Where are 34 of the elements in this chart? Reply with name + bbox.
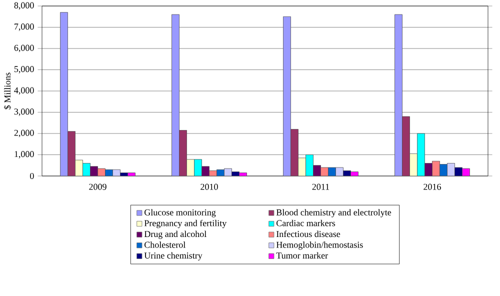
bar (410, 153, 418, 176)
legend-label: Urine chemistry (144, 252, 202, 260)
y-tick-label: 7,000 (14, 24, 34, 31)
x-tick-label: 2011 (312, 184, 330, 190)
y-tick-label: 5,000 (14, 66, 34, 74)
y-tick-label: 4,000 (14, 87, 34, 95)
legend-label: Pregnancy and fertility (144, 220, 227, 228)
bar (172, 14, 180, 176)
x-tick-label: 2016 (424, 184, 441, 190)
bar (394, 14, 402, 176)
bar (290, 129, 298, 176)
y-tick-label: 1,000 (14, 151, 34, 158)
bar (179, 130, 187, 176)
bar (283, 16, 291, 176)
y-tick-label: 3,000 (14, 108, 34, 116)
legend-label: Cardiac markers (276, 220, 336, 226)
y-tick-label: 0 (30, 172, 34, 180)
y-axis-title: $ Millions (4, 72, 12, 110)
y-tick-label: 6,000 (14, 44, 34, 52)
legend-label: Cholesterol (144, 242, 186, 248)
y-tick-label: 2,000 (14, 130, 34, 138)
bar (186, 159, 194, 176)
x-tick-label: 2010 (200, 184, 218, 190)
legend-label: Infectious disease (276, 230, 340, 238)
legend-label: Tumor marker (276, 252, 328, 259)
legend-label: Blood chemistry and electrolyte (276, 209, 392, 218)
bar (60, 12, 68, 176)
x-tick-label: 2009 (89, 184, 106, 190)
bar (402, 116, 410, 176)
legend-label: Hemoglobin/hemostasis (276, 242, 363, 250)
bar (68, 131, 76, 176)
legend-label: Drug and alcohol (144, 230, 206, 239)
y-tick-label: 8,000 (14, 2, 34, 10)
legend-label: Glucose monitoring (144, 209, 216, 218)
